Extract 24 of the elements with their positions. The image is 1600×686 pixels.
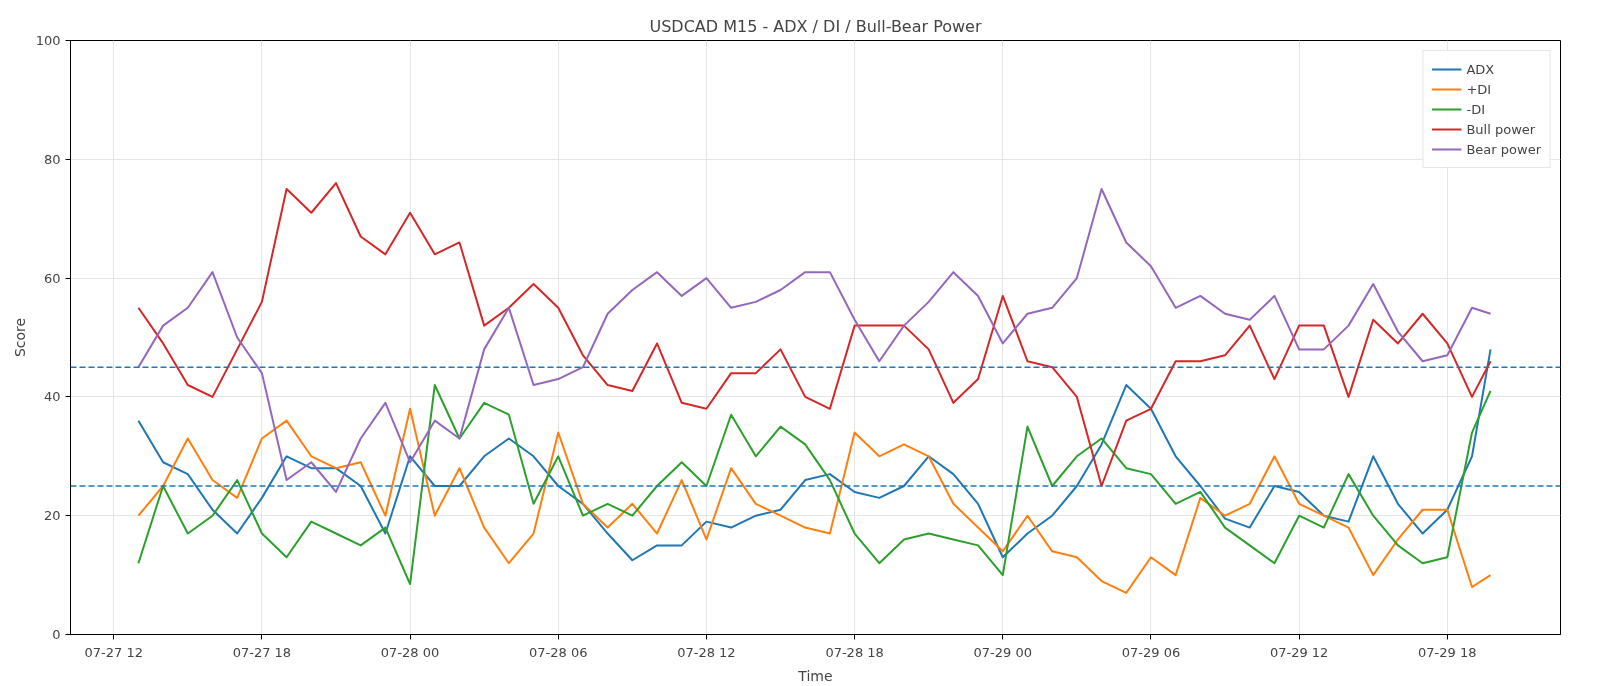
chart-title: USDCAD M15 - ADX / DI / Bull-Bear Power [649, 16, 982, 36]
y-tick-label: 20 [43, 508, 61, 524]
x-tick-label: 07-29 00 [973, 644, 1033, 660]
y-tick-label: 60 [43, 270, 61, 286]
x-tick-label: 07-28 00 [380, 644, 440, 660]
legend-label: Bear power [1466, 141, 1541, 157]
x-tick-label: 07-29 18 [1418, 644, 1477, 660]
legend-label: ADX [1466, 61, 1495, 77]
x-tick-label: 07-28 12 [677, 644, 736, 660]
x-tick-label: 07-29 12 [1269, 644, 1329, 660]
legend-label: -DI [1466, 101, 1486, 117]
x-axis-title: Time [797, 667, 833, 684]
y-tick-label: 0 [52, 627, 61, 642]
x-tick-label: 07-28 18 [825, 644, 884, 660]
y-axis-title: Score [11, 317, 28, 358]
x-tick-label: 07-27 18 [232, 644, 292, 660]
legend-label: +DI [1466, 81, 1492, 97]
y-tick-label: 80 [43, 151, 61, 167]
x-tick-label: 07-29 06 [1121, 644, 1181, 660]
x-tick-label: 07-28 06 [529, 644, 588, 660]
legend-label: Bull power [1466, 121, 1536, 137]
x-tick-label: 07-27 12 [84, 644, 143, 660]
y-tick-label: 40 [43, 389, 61, 405]
y-tick-label: 100 [35, 33, 61, 48]
